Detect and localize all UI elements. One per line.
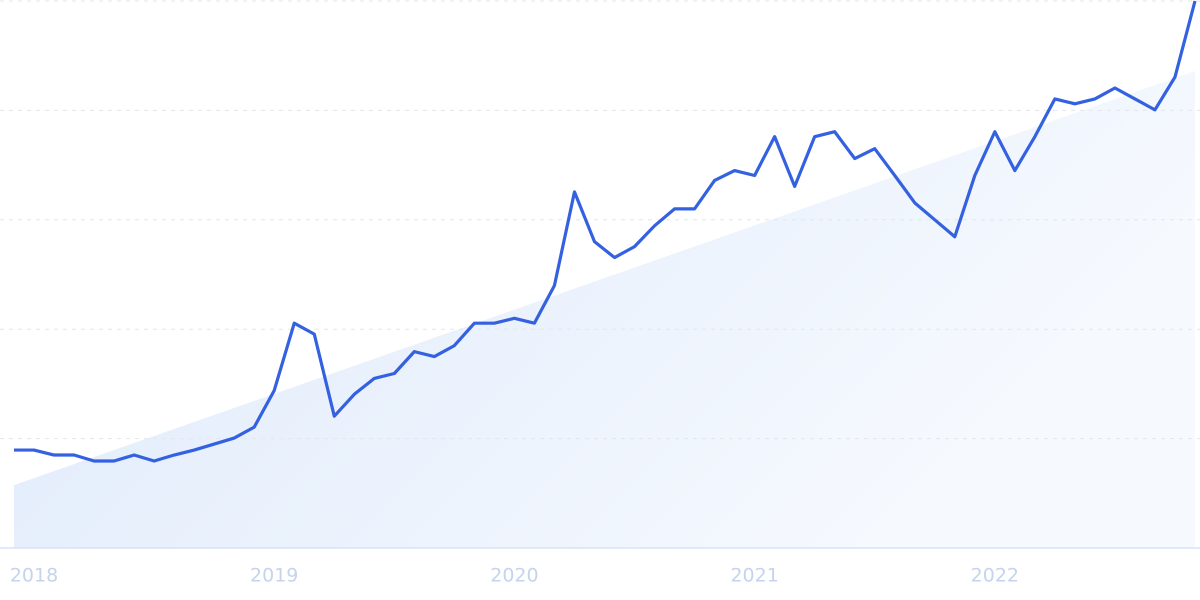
data-line: [14, 0, 1197, 463]
x-tick-label: 2018: [10, 565, 58, 587]
x-tick-label: 2019: [250, 565, 298, 587]
x-tick-label: 2022: [971, 565, 1019, 587]
x-tick-label: 2021: [730, 565, 778, 587]
x-tick-label: 2020: [490, 565, 538, 587]
trend-area: [14, 71, 1195, 549]
